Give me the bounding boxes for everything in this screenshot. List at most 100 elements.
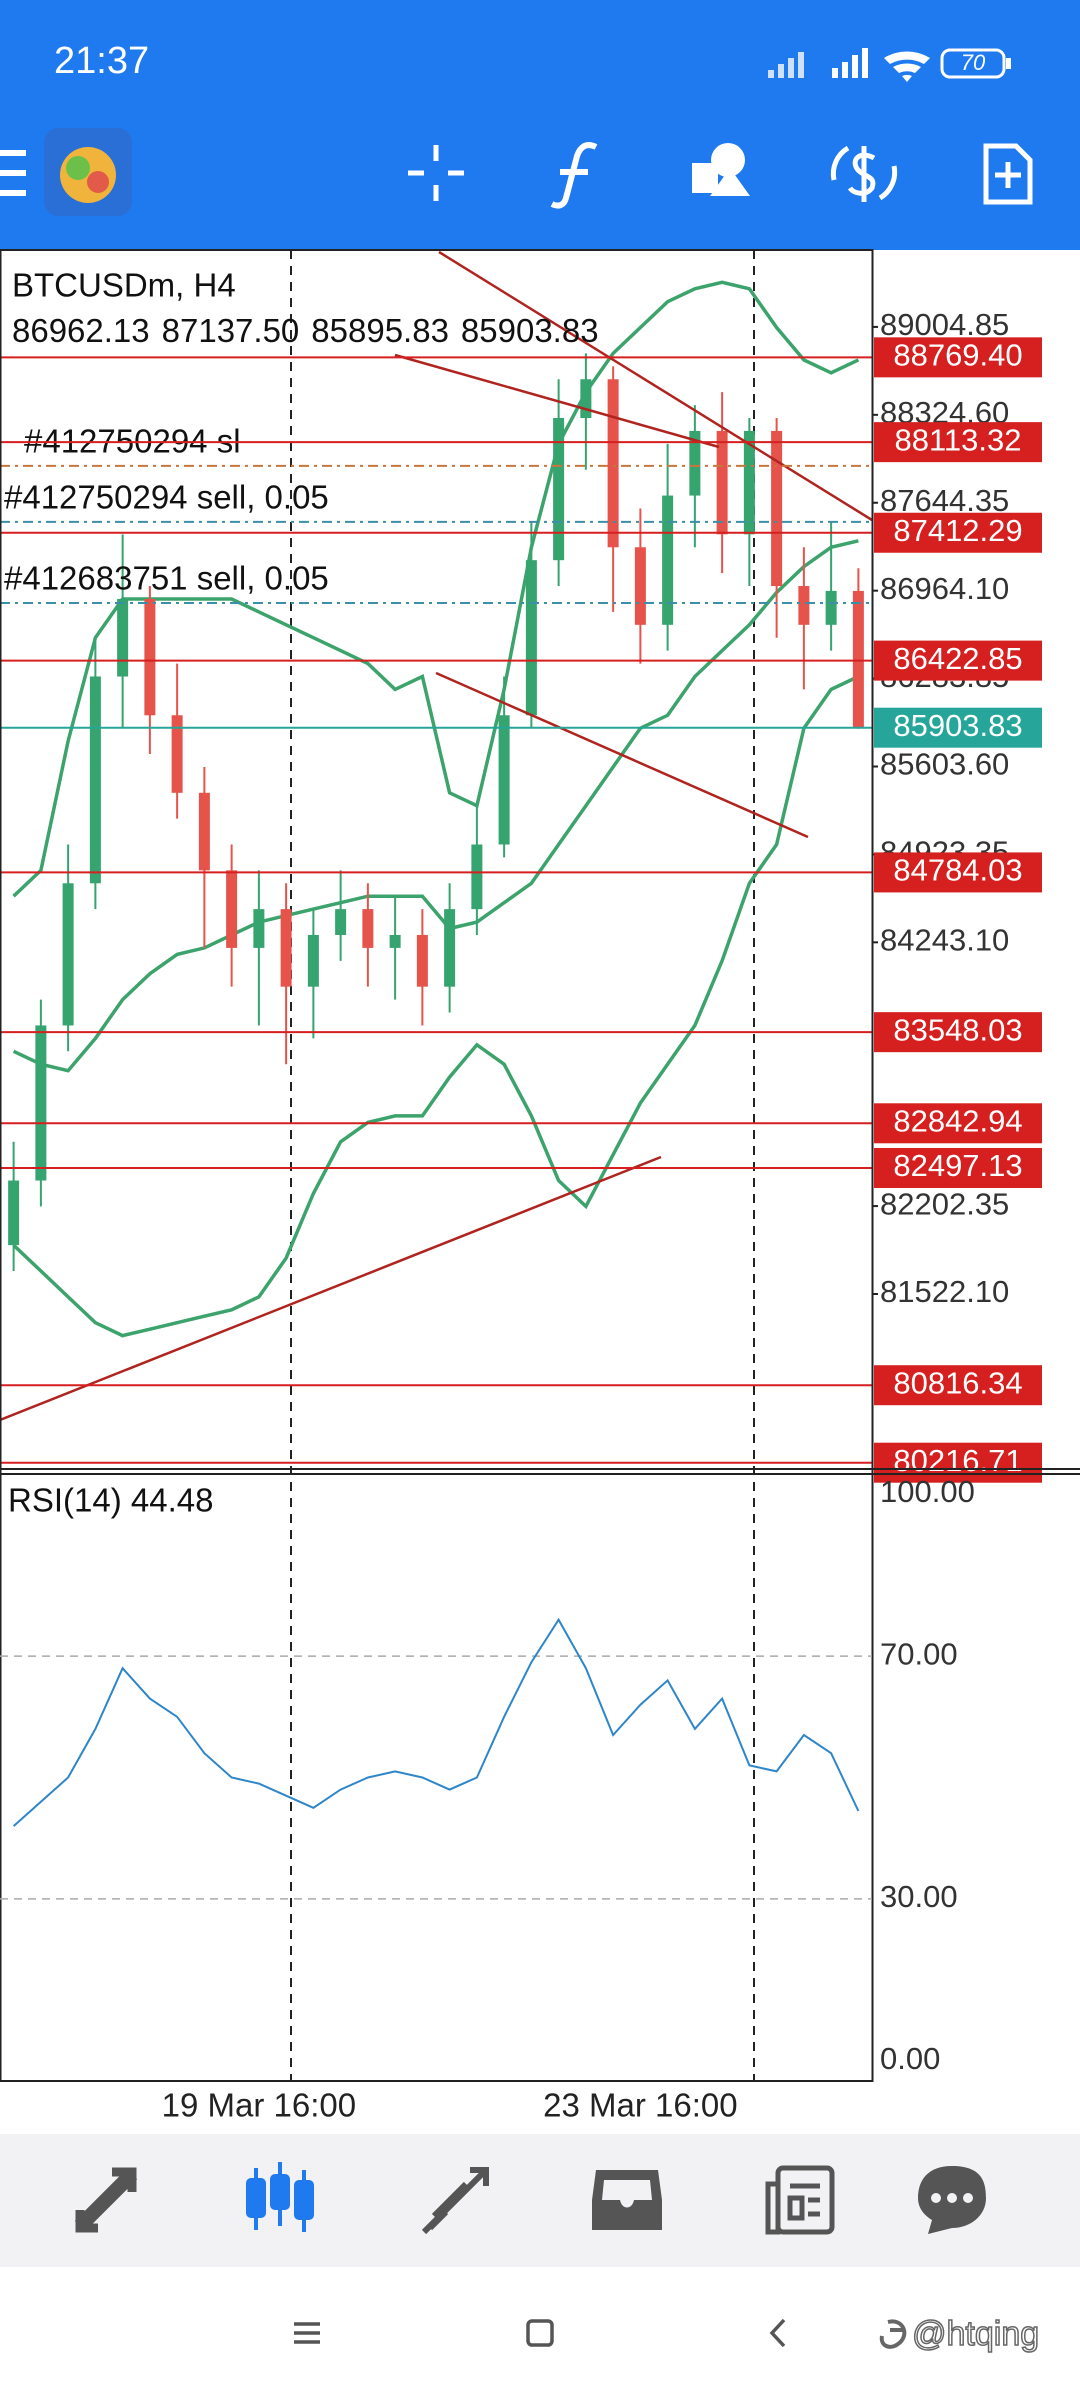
candle-body <box>689 430 701 496</box>
plot-frame <box>0 249 874 2082</box>
y-tick-label: 89004.85 <box>880 307 1009 342</box>
status-icons: 70 <box>768 48 1011 82</box>
objects-button[interactable] <box>692 143 750 196</box>
candle-body <box>416 934 428 987</box>
level-label: 88769.40 <box>893 338 1022 373</box>
signal-bar <box>852 55 858 78</box>
signal-bar <box>788 58 794 78</box>
level-label: 83548.03 <box>893 1012 1022 1047</box>
candle-body <box>444 909 456 987</box>
level-label: 85903.83 <box>893 708 1022 743</box>
y-tick-label: 84243.10 <box>880 923 1009 958</box>
watermark: @htqing <box>879 2314 1040 2354</box>
candle-body <box>62 883 74 1026</box>
candle-body <box>825 590 837 625</box>
candle-body <box>662 495 674 625</box>
level-label-box <box>874 1365 1042 1406</box>
signal-bar <box>862 48 868 78</box>
time-axis: 19 Mar 16:00 23 Mar 16:00 <box>162 2087 738 2124</box>
trend-line <box>435 671 809 839</box>
rsi-line <box>12 1617 860 1827</box>
candle-body <box>362 909 374 948</box>
price-levels: #412750294 sl #412750294 sell, 0.05 #41268… <box>0 337 1042 1483</box>
candle-body <box>198 792 210 871</box>
ohlc-value: 87137.50 <box>162 312 300 349</box>
level-label: 82497.13 <box>893 1148 1022 1183</box>
candle-body <box>307 934 319 987</box>
candle-body <box>89 676 101 884</box>
level-label: 84784.03 <box>893 853 1022 888</box>
candle-body <box>35 1025 47 1181</box>
candle-body <box>171 715 183 793</box>
level-label: 80816.34 <box>893 1365 1022 1400</box>
candle-body <box>743 430 755 535</box>
candle-body <box>852 590 864 728</box>
watermark-logo <box>879 2319 907 2349</box>
candle-body <box>553 418 565 561</box>
system-nav <box>0 2267 1080 2400</box>
app-logo[interactable] <box>44 128 132 216</box>
y-tick-label: 81522.10 <box>880 1274 1009 1309</box>
y-tick-label: 100.00 <box>880 1474 975 1509</box>
price-axis: 89004.8588324.6087644.3586964.1086283.85… <box>872 307 1009 1309</box>
level-label-box <box>874 1012 1042 1053</box>
quotes-tab[interactable] <box>74 2167 138 2233</box>
new-order-button[interactable] <box>983 143 1033 205</box>
signal-bar <box>778 64 784 78</box>
ohlc-value: 85895.83 <box>311 312 449 349</box>
battery-outline <box>940 48 1006 79</box>
bottom-nav-icons <box>74 2162 986 2235</box>
candle-body <box>525 560 537 716</box>
candle-body <box>280 909 292 987</box>
trend-lines <box>0 250 873 1422</box>
band-middle <box>12 539 859 1073</box>
rsi-title: RSI(14) 44.48 <box>8 1482 213 1519</box>
y-tick-label: 70.00 <box>880 1636 958 1671</box>
indicators-button[interactable] <box>550 142 598 209</box>
y-tick-label: 82202.35 <box>880 1186 1009 1221</box>
menu-key[interactable] <box>294 2322 320 2344</box>
news-tab[interactable] <box>765 2165 835 2235</box>
candle-body <box>798 586 810 625</box>
crosshair-button[interactable] <box>408 145 464 201</box>
candle-body <box>117 598 129 677</box>
level-label-box <box>874 512 1042 553</box>
candle-body <box>634 547 646 625</box>
level-label-box <box>874 1147 1042 1188</box>
status-time: 21:37 <box>54 40 149 82</box>
level-label-box <box>874 1442 1042 1483</box>
order-label: #412750294 sl <box>24 423 241 460</box>
signal-bar <box>832 68 838 78</box>
home-key[interactable] <box>526 2319 554 2347</box>
candle-body <box>498 715 510 845</box>
candle-body <box>716 430 728 535</box>
order-label: #412750294 sell, 0.05 <box>4 479 329 516</box>
candle-body <box>253 909 265 948</box>
candle-body <box>580 379 592 419</box>
chat-tab[interactable] <box>918 2166 986 2234</box>
history-tab[interactable] <box>592 2170 662 2230</box>
level-label-box <box>874 852 1042 893</box>
trend-line <box>394 353 720 449</box>
level-label-box <box>874 422 1042 463</box>
level-label: 86422.85 <box>893 641 1022 676</box>
trade-tab[interactable] <box>421 2167 489 2235</box>
y-tick-label: 30.00 <box>880 1879 958 1914</box>
back-key[interactable] <box>769 2318 786 2348</box>
candle-body <box>226 870 238 948</box>
candle-body <box>335 909 347 935</box>
symbol-title: BTCUSDm, H4 <box>12 267 236 304</box>
level-label: 88113.32 <box>895 422 1022 457</box>
menu-button[interactable] <box>0 150 26 196</box>
chart-tab[interactable] <box>246 2162 314 2232</box>
trade-button[interactable] <box>830 145 898 202</box>
level-label: 80216.71 <box>893 1443 1022 1478</box>
level-label-box <box>874 1103 1042 1144</box>
trend-line <box>0 1155 662 1422</box>
y-tick-label: 85603.60 <box>880 747 1009 782</box>
battery-tip <box>1006 58 1011 69</box>
ohlc-value: 86962.13 <box>12 312 150 349</box>
